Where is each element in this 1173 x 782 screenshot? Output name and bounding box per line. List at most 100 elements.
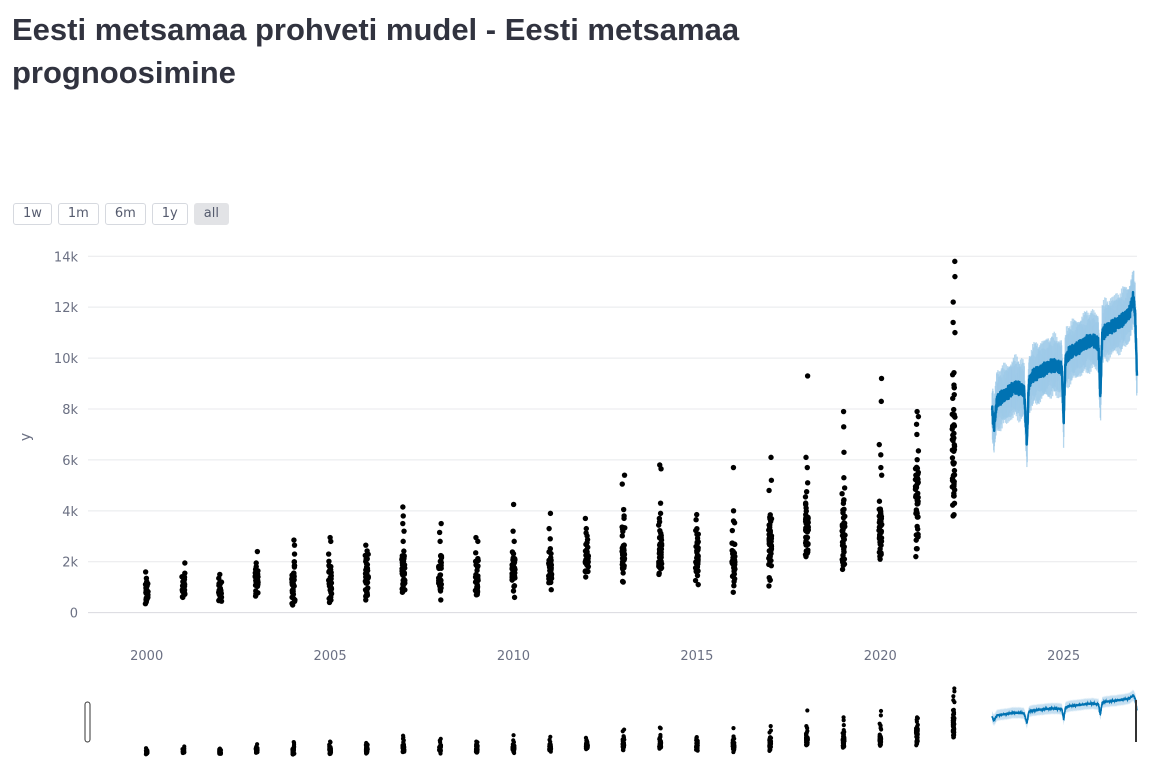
observed-point	[401, 555, 407, 562]
observed-point	[438, 520, 444, 527]
observed-point	[840, 497, 847, 504]
range-button-1w[interactable]: 1w	[13, 203, 52, 225]
observed-point	[841, 449, 847, 455]
observed-point	[949, 502, 956, 508]
x-tick-label: 2020	[864, 649, 897, 664]
observed-point	[949, 371, 956, 378]
observed-point	[840, 408, 847, 415]
observed-point	[951, 467, 958, 474]
observed-point	[217, 571, 223, 578]
observed-point	[692, 577, 699, 584]
slider-observed-point	[547, 743, 552, 749]
range-slider-left-handle[interactable]	[84, 701, 91, 743]
observed-point	[401, 528, 407, 534]
range-button-1m[interactable]: 1m	[57, 203, 99, 225]
observed-point	[950, 472, 957, 479]
slider-observed-point	[438, 736, 443, 741]
slider-observed-point	[840, 745, 846, 750]
observed-point	[180, 594, 186, 601]
observed-point	[437, 538, 443, 545]
observed-point	[363, 597, 369, 603]
observed-point	[656, 571, 662, 578]
observed-point	[914, 408, 920, 415]
observed-point	[548, 579, 554, 585]
observed-point	[840, 507, 846, 513]
observed-point	[767, 522, 773, 528]
observed-point	[915, 526, 921, 532]
observed-point	[400, 513, 406, 519]
observed-point	[878, 472, 885, 478]
observed-point	[731, 583, 737, 589]
forecast-series-line	[990, 290, 1139, 446]
observed-point	[326, 558, 332, 564]
gridlines	[88, 255, 1137, 614]
observed-point	[253, 566, 259, 572]
observed-point	[363, 542, 369, 548]
slider-observed-point	[143, 746, 149, 751]
slider-observed-point	[952, 689, 957, 694]
observed-point	[841, 475, 847, 481]
y-tick-label: 0	[70, 607, 78, 622]
observed-point	[362, 570, 369, 577]
observed-point	[878, 522, 884, 529]
slider-observed-point	[400, 749, 405, 755]
observed-point	[878, 516, 884, 523]
range-button-6m[interactable]: 6m	[104, 203, 146, 225]
observed-point	[878, 464, 884, 471]
observed-point	[291, 596, 297, 602]
observed-point	[913, 546, 920, 552]
observed-point	[327, 534, 333, 541]
observed-point	[767, 577, 773, 583]
observed-point	[694, 566, 700, 573]
y-tick-label: 6k	[62, 454, 78, 469]
slider-observed-point	[841, 715, 846, 720]
observed-point	[877, 546, 883, 552]
observed-point	[584, 536, 591, 543]
range-button-1y[interactable]: 1y	[151, 203, 188, 225]
slider-observed-point	[583, 735, 589, 740]
slider-observed-point	[841, 727, 846, 733]
slider-observed-point	[657, 739, 663, 744]
observed-point	[803, 548, 810, 554]
observed-point	[694, 572, 701, 579]
observed-point	[473, 534, 479, 541]
observed-point	[694, 526, 700, 532]
range-button-all[interactable]: all	[193, 203, 229, 225]
observed-point	[144, 589, 151, 595]
slider-observed-point	[913, 730, 919, 735]
observed-point	[950, 513, 956, 519]
observed-point	[547, 546, 554, 552]
range-slider[interactable]	[84, 686, 1138, 757]
observed-point	[731, 541, 738, 547]
slider-observed-point	[914, 715, 920, 720]
observed-point	[730, 518, 737, 524]
slider-observed-point	[621, 748, 626, 753]
observed-point	[291, 537, 297, 543]
slider-observed-point	[804, 724, 809, 729]
observed-point	[950, 395, 956, 402]
observed-point	[949, 423, 956, 429]
x-tick-label: 2025	[1047, 649, 1080, 664]
observed-point	[805, 540, 811, 547]
observed-point	[400, 572, 406, 578]
slider-observed-point	[804, 743, 809, 748]
observed-point	[582, 515, 589, 522]
observed-point	[657, 527, 663, 534]
slider-observed-point	[364, 751, 369, 756]
observed-point	[363, 589, 370, 595]
slider-observed-point	[218, 751, 224, 756]
observed-point	[290, 581, 296, 587]
observed-point	[804, 373, 811, 379]
observed-point	[694, 548, 700, 554]
observed-point	[842, 523, 848, 530]
observed-point	[730, 559, 737, 566]
observed-point	[400, 504, 406, 510]
observed-point	[804, 464, 810, 471]
slider-observed-point	[474, 739, 479, 744]
observed-point	[803, 553, 809, 560]
observed-point	[913, 532, 919, 538]
observed-point	[949, 455, 956, 461]
observed-point	[473, 592, 480, 598]
slider-observed-point	[585, 743, 590, 748]
